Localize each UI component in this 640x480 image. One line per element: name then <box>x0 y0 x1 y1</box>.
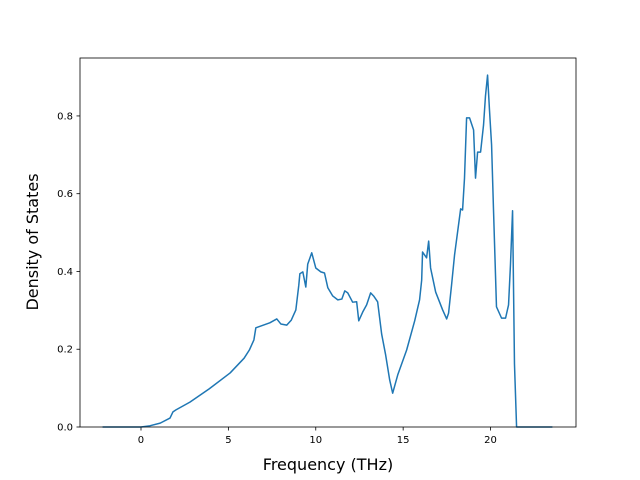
x-tick-label: 5 <box>225 435 231 446</box>
y-tick-label: 0.8 <box>57 111 73 122</box>
x-tick-label: 15 <box>397 435 410 446</box>
y-tick-label: 0.0 <box>57 423 73 434</box>
y-axis-title: Density of States <box>23 173 42 310</box>
plot-frame <box>79 57 577 428</box>
y-tick-label: 0.4 <box>57 267 73 278</box>
y-tick-label: 0.6 <box>57 189 73 200</box>
x-axis-title: Frequency (THz) <box>263 455 393 474</box>
y-tick-label: 0.2 <box>57 345 73 356</box>
x-tick-label: 20 <box>484 435 497 446</box>
x-tick-label: 0 <box>138 435 144 446</box>
x-tick-label: 10 <box>309 435 322 446</box>
line <box>102 74 553 428</box>
